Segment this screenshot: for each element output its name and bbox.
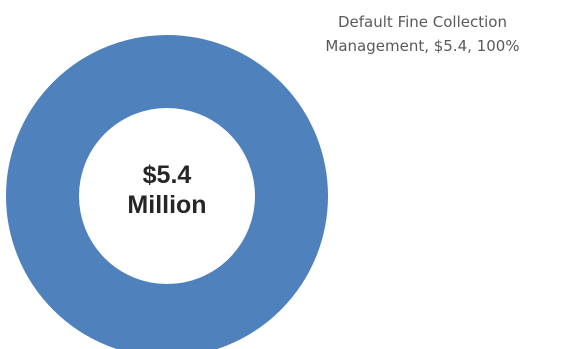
- data-label-line-1: Default Fine Collection: [338, 13, 507, 31]
- donut-slices: [6, 35, 328, 349]
- data-label-default-fine-collection-management: Default Fine Collection Management, $5.4…: [290, 10, 555, 58]
- data-label-line-2: Management, $5.4, 100%: [325, 37, 520, 55]
- center-value: $5.4: [142, 161, 192, 189]
- slice-default-fine-collection-management: [6, 35, 328, 349]
- center-unit: Million: [127, 191, 207, 219]
- donut-center-label: $5.4 Million: [92, 160, 242, 220]
